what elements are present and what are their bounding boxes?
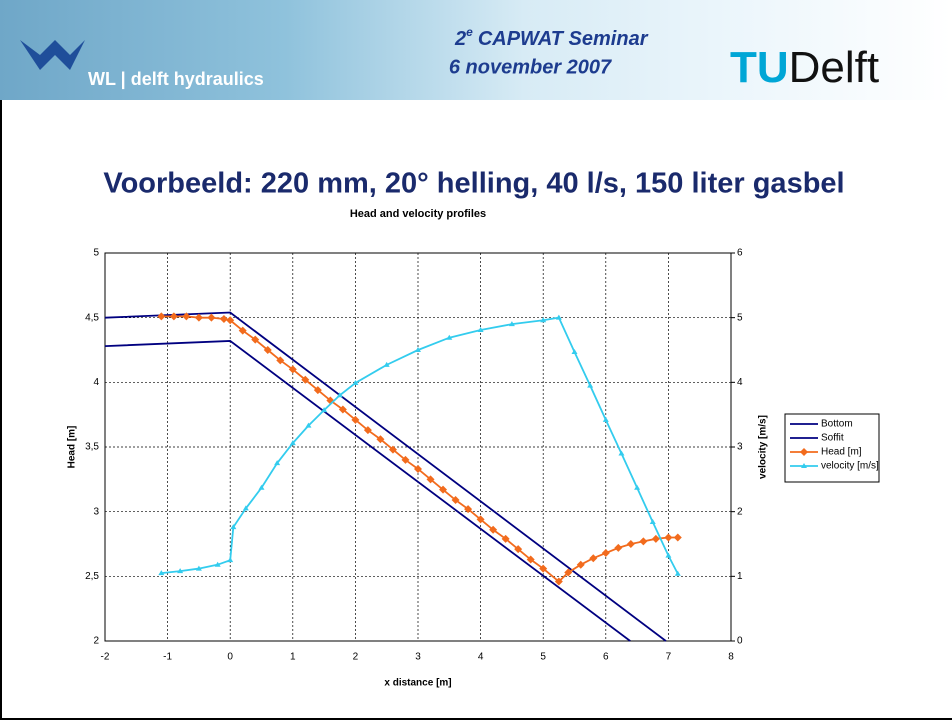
seminar-number: 2 bbox=[454, 28, 466, 50]
x-tick-label: 7 bbox=[666, 652, 672, 663]
seminar-name: CAPWAT Seminar bbox=[478, 28, 649, 50]
y-tick-label: 3,5 bbox=[85, 442, 99, 453]
head-point bbox=[207, 314, 215, 322]
head-point bbox=[157, 312, 165, 320]
y-tick-label: 4,5 bbox=[85, 312, 99, 323]
velocity-point bbox=[650, 519, 656, 524]
head-point bbox=[195, 314, 203, 322]
y2-tick-label: 4 bbox=[737, 377, 743, 388]
x-tick-label: -1 bbox=[163, 652, 172, 663]
y2-tick-label: 1 bbox=[737, 571, 743, 582]
legend-label: Head [m] bbox=[821, 447, 862, 458]
y-tick-label: 2,5 bbox=[85, 571, 99, 582]
head-point bbox=[674, 534, 682, 542]
x-tick-label: 3 bbox=[415, 652, 421, 663]
seminar-line: 2e CAPWAT Seminar bbox=[454, 25, 649, 50]
y2-tick-label: 3 bbox=[737, 442, 743, 453]
legend-label: Soffit bbox=[821, 433, 844, 444]
velocity-point bbox=[634, 485, 640, 490]
x-axis-label: x distance [m] bbox=[384, 678, 451, 689]
slide-title: Voorbeeld: 220 mm, 20° helling, 40 l/s, … bbox=[103, 168, 844, 200]
series-line bbox=[161, 316, 677, 581]
x-tick-label: 2 bbox=[353, 652, 359, 663]
legend-label: Bottom bbox=[821, 419, 853, 430]
velocity-point bbox=[587, 383, 593, 388]
y2-tick-label: 6 bbox=[737, 248, 743, 259]
x-tick-label: 4 bbox=[478, 652, 484, 663]
head-point bbox=[577, 561, 585, 569]
y-tick-label: 5 bbox=[93, 248, 99, 259]
velocity-point bbox=[572, 349, 578, 354]
series-line bbox=[105, 341, 630, 641]
y-axis-label: Head [m] bbox=[67, 426, 78, 469]
series-line bbox=[161, 318, 677, 574]
head-point bbox=[170, 312, 178, 320]
head-point bbox=[627, 540, 635, 548]
head-point bbox=[664, 534, 672, 542]
head-point bbox=[602, 549, 610, 557]
velocity-point bbox=[227, 557, 233, 562]
x-tick-label: -2 bbox=[101, 652, 110, 663]
velocity-point bbox=[618, 450, 624, 455]
y2-axis-label: velocity [m/s] bbox=[758, 415, 769, 479]
head-point bbox=[614, 544, 622, 552]
head-point bbox=[589, 554, 597, 562]
y-tick-label: 2 bbox=[93, 636, 99, 647]
chart-title: Head and velocity profiles bbox=[350, 208, 486, 220]
seminar-date: 6 november 2007 bbox=[449, 56, 612, 78]
head-point bbox=[220, 315, 228, 323]
x-tick-label: 5 bbox=[540, 652, 546, 663]
slide: WL | delft hydraulics 2eCAPWAT Seminar 6… bbox=[0, 0, 952, 720]
x-tick-label: 8 bbox=[728, 652, 734, 663]
x-tick-label: 0 bbox=[227, 652, 233, 663]
y-tick-label: 3 bbox=[93, 506, 99, 517]
logo-text: WL | delft hydraulics bbox=[88, 69, 264, 89]
seminar-suffix: e bbox=[466, 25, 473, 39]
delft: Delft bbox=[789, 43, 879, 92]
tu: TU bbox=[730, 43, 789, 92]
y2-tick-label: 5 bbox=[737, 312, 743, 323]
y-tick-label: 4 bbox=[93, 377, 99, 388]
tudelft-logo: TUDelft bbox=[730, 43, 879, 92]
velocity-point bbox=[665, 553, 671, 558]
y2-tick-label: 2 bbox=[737, 506, 743, 517]
y2-tick-label: 0 bbox=[737, 636, 743, 647]
legend-label: velocity [m/s] bbox=[821, 461, 879, 472]
x-tick-label: 1 bbox=[290, 652, 296, 663]
series-line bbox=[105, 312, 666, 641]
head-point bbox=[639, 537, 647, 545]
slide-canvas: WL | delft hydraulics 2eCAPWAT Seminar 6… bbox=[0, 0, 952, 720]
wl-logo-icon bbox=[20, 40, 85, 70]
velocity-point bbox=[603, 417, 609, 422]
x-tick-label: 6 bbox=[603, 652, 609, 663]
